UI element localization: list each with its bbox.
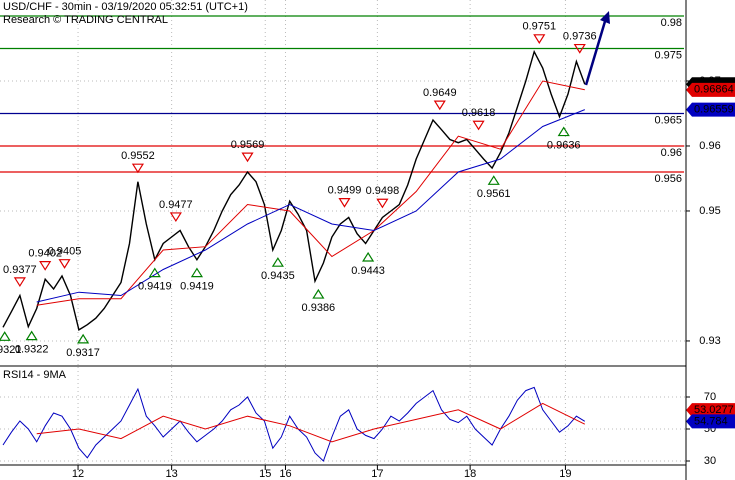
high-marker: [169, 212, 182, 223]
high-marker: [39, 261, 52, 271]
level-label: 0.98: [661, 17, 682, 29]
high-marker: [131, 163, 144, 174]
marker-label: 0.9419: [180, 281, 214, 293]
forecast-arrow: [584, 17, 608, 86]
low-marker: [148, 267, 161, 278]
high-marker: [433, 100, 446, 111]
x-tick-label: 12: [72, 468, 84, 480]
marker-label: 0.9498: [366, 185, 400, 197]
marker-label: 0.9561: [477, 188, 511, 200]
high-marker: [533, 34, 546, 44]
high-marker: [376, 198, 389, 209]
low-marker: [25, 330, 38, 341]
level-label: 0.956: [654, 173, 682, 185]
marker-label: 0.9649: [423, 87, 457, 99]
series-line: [36, 402, 586, 443]
rsi-title: RSI14 - 9MA: [3, 369, 67, 381]
marker-label: 0.9405: [48, 246, 82, 258]
price-tag-label: 0.96864: [694, 84, 734, 96]
chart-subtitle: Research © TRADING CENTRAL: [3, 14, 168, 26]
y-tick-label: 0.96: [699, 140, 720, 152]
price-tag-label: 54.784: [694, 415, 728, 427]
high-marker: [573, 43, 586, 54]
low-marker: [557, 126, 570, 137]
low-marker: [190, 267, 204, 278]
x-tick-label: 13: [166, 468, 178, 480]
marker-label: 0.9435: [261, 270, 295, 282]
x-tick-label: 19: [559, 468, 571, 480]
series-line: [2, 386, 586, 462]
x-tick-label: 17: [371, 468, 383, 480]
y-tick-label: 70: [704, 391, 716, 403]
marker-label: 0.9618: [462, 107, 496, 119]
high-marker: [58, 259, 71, 269]
marker-label: 0.9402: [28, 248, 62, 260]
marker-label: 0.9569: [231, 139, 265, 151]
low-marker: [0, 331, 11, 341]
high-marker: [338, 198, 351, 208]
level-label: 0.975: [654, 49, 682, 61]
marker-label: 0.9751: [522, 21, 556, 33]
marker-label: 0.9322: [15, 344, 49, 356]
forecast-arrowhead: [600, 11, 610, 24]
low-marker: [271, 257, 284, 267]
y-tick-label: 0.95: [699, 205, 720, 217]
price-tag: [686, 403, 735, 418]
high-marker: [13, 277, 26, 288]
marker-label: 0.9386: [302, 302, 336, 314]
marker-label: 0.9736: [563, 30, 597, 42]
low-marker: [312, 288, 325, 299]
price-tag: [686, 102, 735, 117]
price-tag: [686, 82, 735, 97]
level-label: 0.96: [661, 147, 682, 159]
price-tag-label: 0.96559: [694, 104, 734, 116]
series-line: [36, 109, 585, 303]
low-marker: [362, 251, 375, 262]
high-marker: [472, 120, 485, 131]
price-tag: [686, 414, 735, 429]
marker-label: 0.9443: [351, 265, 385, 277]
marker-label: 0.9499: [328, 185, 362, 197]
y-tick-label: 0.93: [699, 335, 720, 347]
marker-label: 0.9321: [0, 344, 22, 356]
marker-label: 0.9636: [547, 139, 581, 151]
low-marker: [487, 175, 500, 185]
marker-label: 0.9552: [121, 150, 155, 162]
y-tick-label: 30: [704, 455, 716, 467]
low-marker: [77, 333, 90, 344]
price-tag-label: 53.0277: [694, 404, 734, 416]
high-marker: [241, 152, 254, 163]
x-tick-label: 18: [464, 468, 476, 480]
x-tick-label: 15: [259, 468, 271, 480]
marker-label: 0.9317: [66, 347, 100, 359]
level-label: 0.965: [654, 114, 682, 126]
x-tick-label: 16: [279, 468, 291, 480]
series-line: [2, 49, 586, 332]
chart-title: USD/CHF - 30min - 03/19/2020 05:32:51 (U…: [3, 1, 248, 13]
marker-label: 0.9419: [138, 281, 172, 293]
marker-label: 0.9477: [159, 199, 193, 211]
marker-label: 0.9377: [3, 264, 37, 276]
